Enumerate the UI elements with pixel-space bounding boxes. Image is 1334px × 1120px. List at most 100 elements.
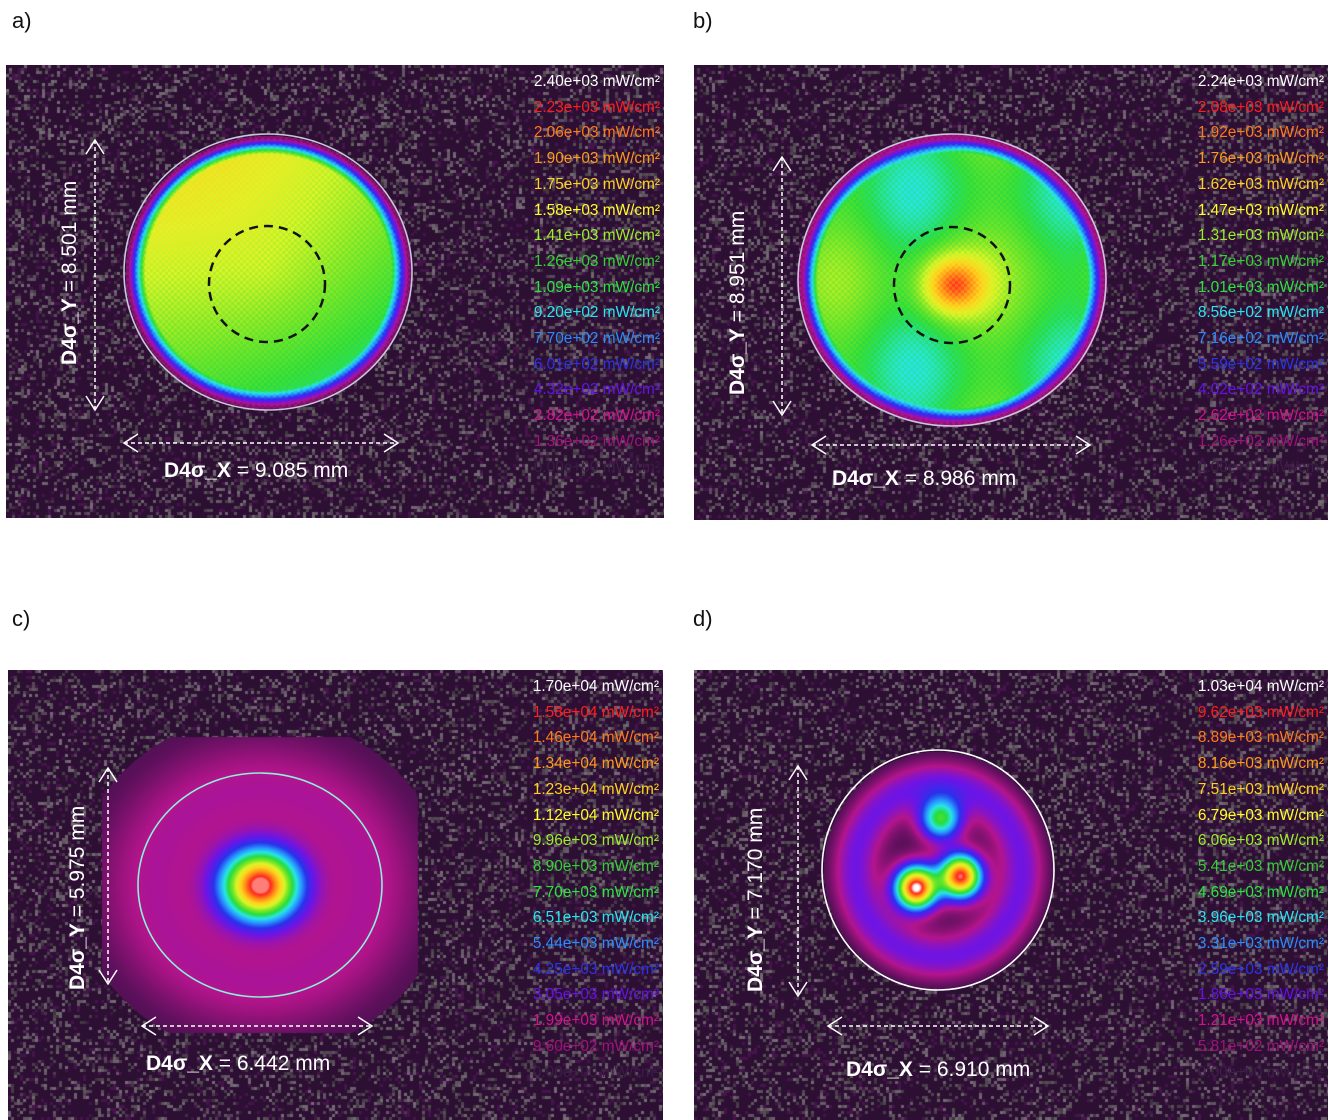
legend-value: 1.46e+04 [532, 729, 602, 747]
legend-value: 1.31e+03 [1197, 227, 1267, 245]
legend-unit: mW/cm² [602, 201, 660, 219]
legend-value: 7.16e+02 [1197, 330, 1267, 348]
legend-value: 9.96e+03 [532, 832, 602, 850]
legend-value: 5.41e+03 [1197, 857, 1267, 875]
d4sigma-x-label-b: D4σ_X = 8.986 mm [832, 467, 1017, 490]
legend-unit: mW/cm² [601, 960, 659, 978]
legend-value: 2.62e+02 [1197, 407, 1267, 425]
legend-entry: 9.60e+02 mW/cm² [533, 1034, 659, 1060]
legend-entry: 9.62e+03 mW/cm² [1198, 700, 1324, 726]
beam-image-b: 2.24e+03 mW/cm² 2.08e+03 mW/cm² 1.92e+03 m… [694, 65, 1328, 520]
beam-image-a: 2.40e+03 mW/cm² 2.23e+03 mW/cm² 2.06e+03 m… [6, 65, 664, 518]
legend-entry: 6.79e+03 mW/cm² [1198, 803, 1324, 829]
legend-entry: 9.20e+02 mW/cm² [534, 300, 660, 326]
legend-entry: 7.70e+03 mW/cm² [533, 880, 659, 906]
legend-entry: 1.92e+03 mW/cm² [1198, 120, 1324, 146]
legend-unit: mW/cm² [1266, 960, 1324, 978]
arrowhead-icon [1033, 1016, 1050, 1036]
legend-entry: 6.51e+03 mW/cm² [533, 905, 659, 931]
intensity-map [8, 670, 663, 1120]
legend-entry: 4.69e+03 mW/cm² [1198, 880, 1324, 906]
legend-value: 3.96e+03 [1197, 909, 1267, 927]
arrowhead-icon [788, 981, 808, 998]
legend-value: 5.59e+02 [1197, 355, 1267, 373]
legend-entry: 7.51e+03 mW/cm² [1198, 777, 1324, 803]
d4sigma-y-label-b: D4σ_Y = 8.951 mm [726, 210, 749, 395]
legend-value: 1.58e+03 [533, 201, 603, 219]
legend-entry: 1.58e+03 mW/cm² [534, 198, 660, 224]
arrowhead-icon [122, 433, 139, 453]
legend-value: 1.47e+03 [1197, 201, 1267, 219]
legend-entry: 1.62e+03 mW/cm² [1198, 172, 1324, 198]
legend-unit: mW/cm² [601, 832, 659, 850]
central-region-circle [207, 224, 327, 344]
legend-entry: 1.01e+03 mW/cm² [1198, 275, 1324, 301]
legend-value: 1.99e+03 [532, 1012, 602, 1030]
legend-value: 5.44e+03 [532, 935, 602, 953]
legend-value: 5.81e+02 [1197, 1037, 1267, 1055]
legend-entry: 1.90e+03 mW/cm² [534, 146, 660, 172]
legend-unit: mW/cm² [602, 73, 660, 90]
legend-unit: mW/cm² [601, 1012, 659, 1030]
legend-unit: mW/cm² [601, 678, 659, 695]
legend-entry: 4.02e+02 mW/cm² [1198, 377, 1324, 403]
legend-unit: mW/cm² [602, 98, 660, 116]
legend-entry: 1.99e+03 mW/cm² [533, 1008, 659, 1034]
legend-unit: mW/cm² [602, 381, 660, 399]
legend-value: 9.62e+03 [1197, 703, 1267, 721]
legend-unit: mW/cm² [602, 458, 660, 476]
legend-unit: mW/cm² [1266, 355, 1324, 373]
d4sigma-y-label-d: D4σ_Y = 7.170 mm [744, 807, 767, 992]
legend-value: 1.70e+04 [532, 678, 602, 695]
arrowhead-icon [788, 764, 808, 781]
arrowhead-icon [98, 766, 118, 783]
overlay-d [788, 749, 1055, 1036]
legend-entry: 2.59e+03 mW/cm² [1198, 957, 1324, 983]
legend-entry: 1.34e+04 mW/cm² [533, 751, 659, 777]
d4sigma-x-label-a: D4σ_X = 9.085 mm [164, 459, 349, 482]
legend-entry: 1.17e+03 mW/cm² [1198, 249, 1324, 275]
legend-entry: 2.08e+03 mW/cm² [1198, 95, 1324, 121]
d4sigma-x-label-d: D4σ_X = 6.910 mm [846, 1058, 1031, 1081]
legend-entry: 5.41e+03 mW/cm² [1198, 854, 1324, 880]
legend-entry: 1.21e+03 mW/cm² [1198, 1008, 1324, 1034]
d4sigma-y-label-c: D4σ_Y = 5.975 mm [66, 805, 89, 990]
arrowhead-icon [810, 435, 827, 455]
arrowhead-icon [383, 433, 400, 453]
legend-value: 2.24e+03 [1197, 73, 1267, 90]
legend-entry: 0.00e+00 mW/cm² [1198, 1060, 1324, 1086]
legend-value: 7.70e+03 [532, 883, 602, 901]
legend-value: 9.20e+02 [533, 304, 603, 322]
arrowhead-icon [826, 1016, 843, 1036]
arrowhead-icon [357, 1016, 374, 1036]
legend-unit: mW/cm² [1266, 1037, 1324, 1055]
legend-unit: mW/cm² [602, 330, 660, 348]
legend-entry: 7.70e+02 mW/cm² [534, 326, 660, 352]
legend-entry: 8.90e+03 mW/cm² [533, 854, 659, 880]
legend-unit: mW/cm² [1266, 330, 1324, 348]
legend-value: 0.00e+00 [533, 458, 603, 476]
legend-entry: 1.75e+03 mW/cm² [534, 172, 660, 198]
legend-value: 0.00e+00 [532, 1063, 602, 1081]
legend-value: 7.70e+02 [533, 330, 603, 348]
d4sigma-y-label-a: D4σ_Y = 8.501 mm [58, 180, 81, 365]
legend-value: 8.56e+02 [1197, 304, 1267, 322]
legend-entry: 1.58e+04 mW/cm² [533, 700, 659, 726]
legend-entry: 3.05e+03 mW/cm² [533, 982, 659, 1008]
legend-entry: 5.59e+02 mW/cm² [1198, 352, 1324, 378]
legend-unit: mW/cm² [1266, 150, 1324, 168]
legend-unit: mW/cm² [602, 150, 660, 168]
legend-entry: 6.01e+02 mW/cm² [534, 352, 660, 378]
arrowhead-icon [1075, 435, 1092, 455]
legend-unit: mW/cm² [1266, 729, 1324, 747]
legend-unit: mW/cm² [1266, 304, 1324, 322]
legend-value: 6.01e+02 [533, 355, 603, 373]
legend-unit: mW/cm² [601, 755, 659, 773]
panel-label-b: b) [693, 8, 713, 33]
arrowhead-icon [85, 138, 105, 155]
legend-unit: mW/cm² [601, 729, 659, 747]
legend-entry: 5.81e+02 mW/cm² [1198, 1034, 1324, 1060]
legend-value: 2.59e+03 [1197, 960, 1267, 978]
color-legend-b: 2.24e+03 mW/cm² 2.08e+03 mW/cm² 1.92e+03 m… [1198, 69, 1324, 480]
legend-entry: 6.06e+03 mW/cm² [1198, 828, 1324, 854]
